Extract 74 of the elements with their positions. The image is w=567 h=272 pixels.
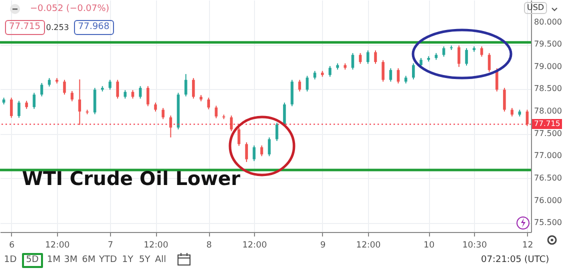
candlestick <box>146 86 150 107</box>
candlestick <box>108 79 112 90</box>
x-tick-label: 6 <box>9 240 15 250</box>
candlestick <box>495 68 498 92</box>
candlestick <box>93 87 96 115</box>
candlestick <box>351 52 354 70</box>
candlestick <box>465 48 468 66</box>
candlestick <box>382 60 384 82</box>
candlestick <box>192 78 195 100</box>
candlestick <box>526 109 529 127</box>
candlestick <box>238 127 240 146</box>
y-tick-label: 76.500 <box>534 173 562 182</box>
text: 07:21:05 (UTC) <box>481 255 550 265</box>
y-tick-label: 77.000 <box>534 151 562 160</box>
candlestick <box>374 50 377 64</box>
x-tick-label: 12:00 <box>242 240 267 250</box>
annotation: 77.968 <box>74 20 114 35</box>
candlestick <box>116 79 119 100</box>
x-tick-label: 10:30 <box>462 240 487 250</box>
x-tick-label: 10 <box>424 240 435 250</box>
text: 5D <box>22 253 43 268</box>
x-tick-label: 12:00 <box>144 240 168 250</box>
candlestick <box>366 50 370 64</box>
candlestick <box>32 92 36 110</box>
candlestick <box>275 122 278 142</box>
text: 6M <box>82 255 96 265</box>
candlestick <box>230 115 233 132</box>
candlestick <box>298 79 302 92</box>
candlestick <box>245 142 248 162</box>
candlestick <box>389 68 392 82</box>
y-tick-label: 79.000 <box>534 62 562 71</box>
candlestick <box>63 79 66 96</box>
y-tick-label: 77.500 <box>534 128 562 138</box>
text: 1D <box>4 255 17 265</box>
y-tick-label: 75.500 <box>534 218 562 228</box>
candlestick <box>458 45 460 68</box>
candlestick <box>10 97 13 118</box>
candlestick <box>138 86 142 100</box>
y-tick-label: 78.500 <box>534 84 562 94</box>
annotation: 77.715 <box>5 20 44 35</box>
annotation: 0.253 <box>46 23 69 32</box>
x-tick-label: 12:00 <box>356 240 381 250</box>
x-tick-label: 12:00 <box>45 240 70 250</box>
candlestick <box>480 46 484 58</box>
candlestick <box>252 144 256 162</box>
candlestick <box>268 136 271 157</box>
candlestick <box>162 107 164 120</box>
candlestick <box>214 105 218 119</box>
candlestick <box>207 97 210 110</box>
x-tick-label: 8 <box>206 240 212 250</box>
candlestick <box>260 144 264 157</box>
candlestick <box>18 100 20 118</box>
candlestick <box>184 74 188 97</box>
text: 5Y <box>139 255 150 265</box>
annotation: −0.052 (−0.07%) <box>30 4 110 14</box>
candlestick <box>70 90 74 102</box>
annotation: WTI Crude Oil Lower <box>22 168 240 190</box>
x-tick-label: 9 <box>320 240 326 250</box>
text: YTD <box>99 255 117 265</box>
candlestick <box>503 87 506 112</box>
y-tick-label: 79.500 <box>534 40 562 49</box>
y-tick-label: 78.000 <box>534 106 562 116</box>
candlestick <box>290 79 294 107</box>
text: 1Y <box>122 255 134 265</box>
candlestick <box>328 66 332 78</box>
x-tick-label: 7 <box>108 240 114 250</box>
text: All <box>155 255 166 265</box>
x-tick-label: 12 <box>522 240 534 250</box>
y-tick-label: 76.000 <box>534 196 562 205</box>
candlestick <box>442 46 446 58</box>
text: 1M <box>47 255 60 265</box>
y-tick-label: 80.000 <box>534 17 562 26</box>
text: 3M <box>64 255 78 265</box>
candlestick <box>412 62 415 80</box>
